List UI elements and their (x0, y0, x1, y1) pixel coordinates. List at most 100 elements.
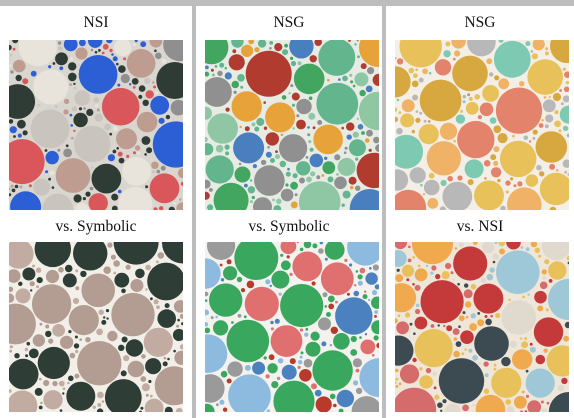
pattern-circle (408, 245, 411, 249)
pattern-circle (357, 124, 364, 130)
pattern-circle (253, 197, 272, 210)
panel-top-image (395, 40, 569, 210)
pattern-circle (362, 294, 368, 300)
pattern-circle (541, 119, 544, 122)
pattern-circle (460, 330, 474, 344)
pattern-circle (63, 148, 72, 158)
pattern-circle (252, 361, 266, 375)
pattern-circle (346, 292, 350, 296)
pattern-circle (464, 348, 467, 351)
pattern-circle (150, 297, 153, 301)
pattern-circle (465, 101, 479, 115)
pattern-circle (528, 140, 532, 143)
pattern-circle (356, 117, 359, 121)
pattern-circle (499, 248, 505, 255)
pattern-circle (85, 337, 91, 343)
pattern-circle (498, 40, 504, 43)
pattern-circle (212, 73, 215, 77)
pattern-circle (144, 398, 164, 412)
pattern-circle (566, 256, 569, 261)
pattern-circle (126, 154, 130, 158)
pattern-circle (28, 348, 39, 359)
pattern-circle (74, 335, 78, 339)
pattern-circle (234, 166, 251, 183)
pattern-circle (482, 85, 499, 102)
pattern-circle (78, 55, 118, 94)
pattern-circle (520, 246, 524, 249)
pattern-circle (544, 51, 549, 56)
pattern-circle (374, 310, 379, 314)
pattern-circle (452, 55, 488, 92)
pattern-circle (114, 40, 132, 57)
panel-top-label: NSI (83, 14, 109, 31)
pattern-circle (427, 197, 439, 209)
pattern-circle (562, 95, 569, 103)
pattern-circle (469, 323, 477, 331)
pattern-circle (493, 125, 502, 134)
pattern-circle (271, 381, 279, 389)
pattern-circle (431, 265, 437, 271)
pattern-circle (73, 82, 76, 86)
pattern-circle (215, 315, 218, 319)
pattern-circle (289, 40, 314, 59)
pattern-circle (234, 242, 279, 280)
pattern-circle (473, 283, 504, 314)
pattern-circle (142, 99, 149, 106)
pattern-circle (263, 126, 268, 130)
pattern-circle (307, 126, 310, 129)
pattern-circle (505, 180, 511, 186)
pattern-circle (525, 247, 530, 252)
pattern-circle (77, 341, 122, 386)
circle-pattern (395, 242, 569, 412)
pattern-circle (445, 262, 452, 270)
pattern-circle (9, 193, 12, 197)
pattern-circle (170, 99, 183, 116)
pattern-circle (354, 72, 369, 87)
pattern-circle (549, 163, 556, 170)
pattern-circle (310, 331, 320, 341)
pattern-circle (495, 312, 501, 319)
pattern-circle (395, 274, 404, 283)
pattern-circle (205, 40, 229, 65)
pattern-circle (453, 139, 456, 143)
pattern-circle (43, 390, 63, 410)
pattern-circle (219, 62, 225, 68)
pattern-circle (35, 267, 42, 273)
pattern-circle (395, 169, 409, 191)
pattern-circle (109, 48, 113, 53)
pattern-circle (78, 107, 83, 111)
pattern-circle (231, 91, 262, 122)
pattern-circle (548, 392, 569, 412)
pattern-circle (395, 318, 398, 324)
pattern-circle (113, 271, 117, 275)
pattern-circle (120, 73, 130, 84)
pattern-circle (22, 130, 28, 136)
pattern-circle (246, 280, 255, 289)
pattern-circle (18, 40, 57, 67)
pattern-circle (348, 139, 366, 157)
pattern-circle (64, 264, 73, 273)
pattern-circle (45, 269, 60, 284)
pattern-circle (167, 357, 170, 361)
panel-nsg-nsi: NSG vs. NSI (386, 6, 574, 418)
pattern-circle (114, 272, 130, 288)
pattern-circle (430, 324, 435, 328)
pattern-circle (146, 147, 153, 154)
pattern-circle (280, 188, 294, 202)
pattern-circle (140, 406, 144, 410)
pattern-circle (70, 124, 73, 127)
pattern-circle (480, 277, 486, 283)
pattern-circle (465, 301, 472, 308)
pattern-circle (232, 49, 237, 54)
pattern-circle (272, 198, 275, 202)
pattern-circle (9, 345, 13, 349)
pattern-circle (26, 341, 31, 346)
pattern-circle (62, 387, 66, 390)
panel-bottom-label: vs. Symbolic (248, 218, 330, 235)
pattern-circle (294, 193, 298, 197)
pattern-circle (263, 101, 266, 104)
pattern-circle (28, 184, 32, 188)
pattern-circle (524, 337, 528, 341)
pattern-circle (81, 273, 115, 308)
pattern-circle (525, 394, 530, 398)
